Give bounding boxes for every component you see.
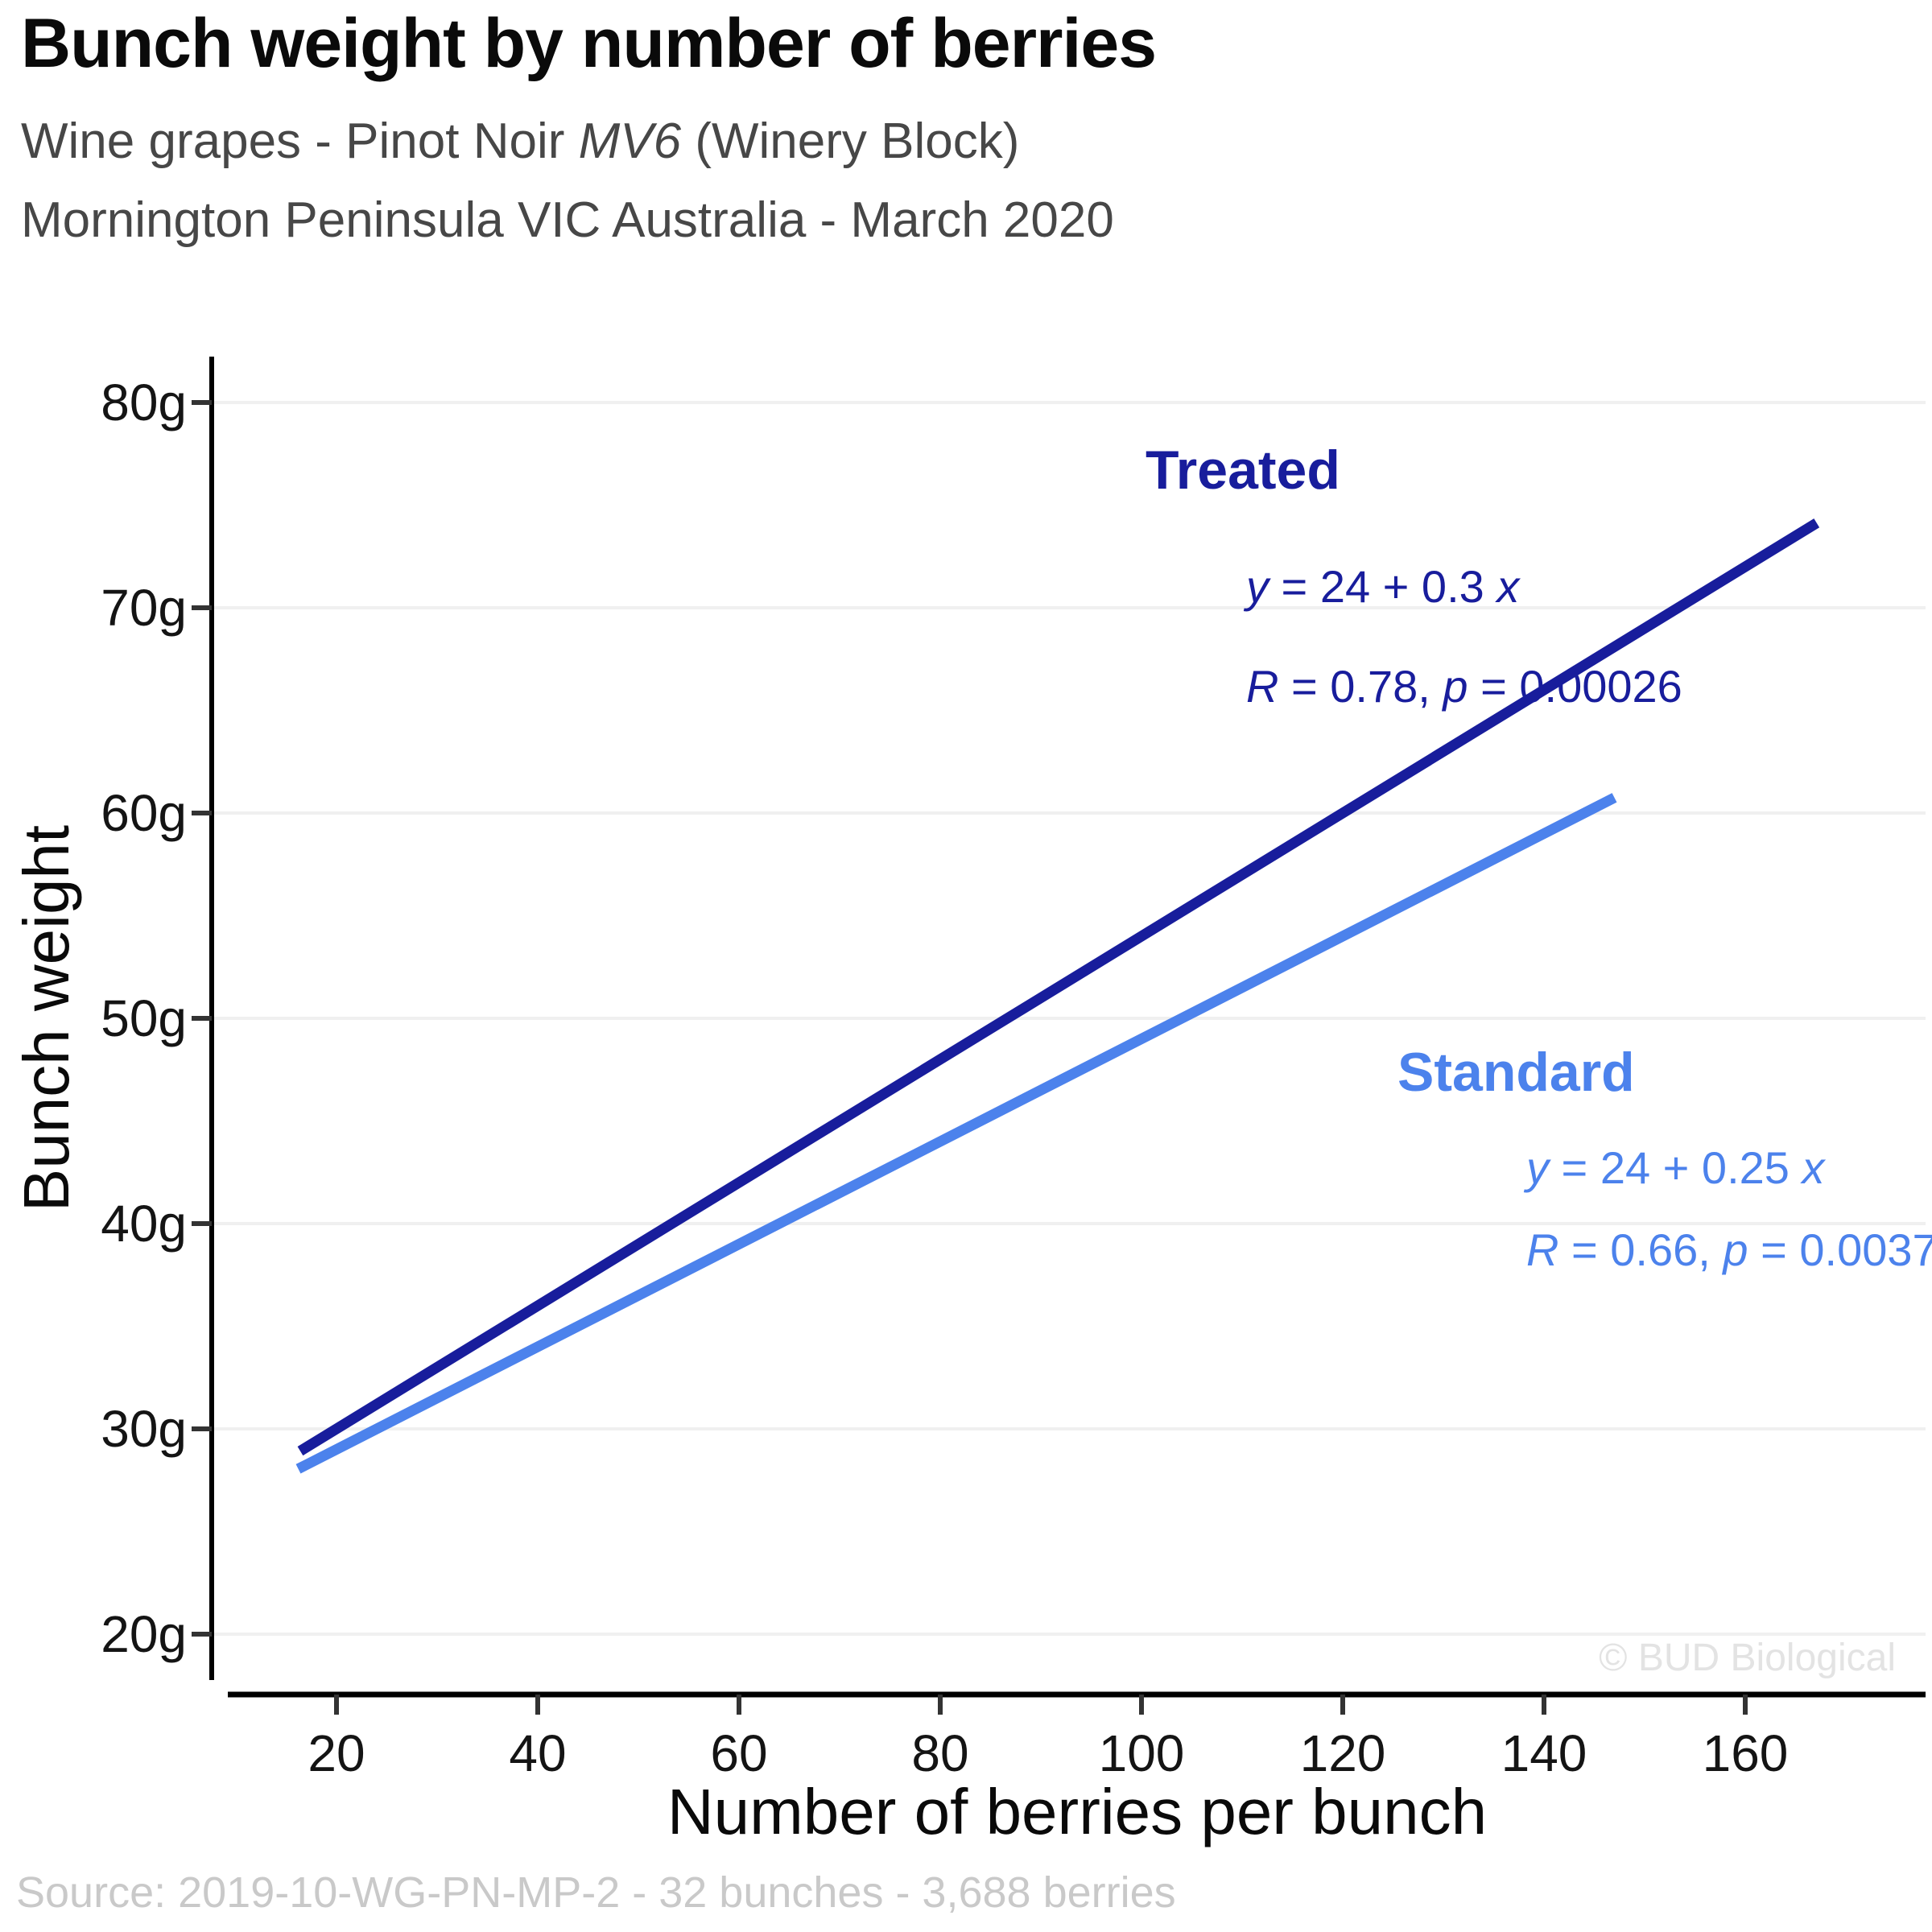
chart-subtitle-line2: Mornington Peninsula VIC Australia - Mar… bbox=[21, 192, 1114, 248]
y-tick-label-60g: 60g bbox=[101, 784, 187, 842]
chart-subtitle-line1: Wine grapes - Pinot Noir MV6 (Winery Blo… bbox=[21, 113, 1019, 170]
x-tick-label-120: 120 bbox=[1299, 1724, 1386, 1782]
standard-stats-pbody: = 0.0037 bbox=[1748, 1224, 1932, 1275]
x-tick-label-80: 80 bbox=[911, 1724, 969, 1782]
y-axis-title: Bunch weight bbox=[10, 824, 82, 1212]
x-tick-label-140: 140 bbox=[1501, 1724, 1587, 1782]
standard-stats-rbody: = 0.66, bbox=[1558, 1224, 1724, 1275]
standard-eq-y: y bbox=[1526, 1142, 1549, 1193]
subtitle1-pre: Wine grapes - Pinot Noir bbox=[21, 114, 579, 169]
regression-line-treated bbox=[297, 518, 1820, 1456]
standard-stats-p: p bbox=[1723, 1224, 1748, 1275]
treated-stats-R: R bbox=[1246, 661, 1279, 712]
y-tick-label-50g: 50g bbox=[101, 989, 187, 1047]
treated-eq-body: = 24 + 0.3 bbox=[1269, 561, 1497, 612]
x-tick-label-100: 100 bbox=[1098, 1724, 1185, 1782]
chart-title: Bunch weight by number of berries bbox=[21, 5, 1157, 82]
treated-stats-p: p bbox=[1443, 661, 1468, 712]
y-tick-label-20g: 20g bbox=[101, 1605, 187, 1663]
treated-correlation-stats: R = 0.78, p = 0.00026 bbox=[1246, 660, 1682, 712]
y-tick-label-30g: 30g bbox=[101, 1400, 187, 1458]
copyright-watermark: © BUD Biological bbox=[1599, 1637, 1896, 1679]
treated-stats-pbody: = 0.00026 bbox=[1468, 661, 1682, 712]
series-label-standard: Standard bbox=[1397, 1042, 1635, 1103]
x-tick-label-40: 40 bbox=[509, 1724, 567, 1782]
source-caption: Source: 2019-10-WG-PN-MP-2 - 32 bunches … bbox=[16, 1868, 1176, 1917]
standard-correlation-stats: R = 0.66, p = 0.0037 bbox=[1526, 1224, 1932, 1276]
standard-stats-R: R bbox=[1526, 1224, 1559, 1275]
series-label-treated: Treated bbox=[1146, 440, 1340, 501]
standard-eq-x: x bbox=[1802, 1142, 1825, 1193]
regression-line-standard bbox=[295, 793, 1617, 1474]
y-tick-label-70g: 70g bbox=[101, 579, 187, 637]
treated-regression-equation: y = 24 + 0.3 x bbox=[1246, 560, 1519, 613]
x-tick-label-60: 60 bbox=[710, 1724, 768, 1782]
y-tick-label-40g: 40g bbox=[101, 1195, 187, 1253]
treated-stats-rbody: = 0.78, bbox=[1278, 661, 1443, 712]
subtitle1-cultivar: MV6 bbox=[578, 114, 682, 169]
x-tick-label-160: 160 bbox=[1702, 1724, 1789, 1782]
standard-regression-equation: y = 24 + 0.25 x bbox=[1526, 1141, 1824, 1194]
subtitle1-post: (Winery Block) bbox=[681, 114, 1020, 169]
standard-eq-body: = 24 + 0.25 bbox=[1549, 1142, 1802, 1193]
treated-eq-y: y bbox=[1246, 561, 1269, 612]
x-tick-label-20: 20 bbox=[308, 1724, 365, 1782]
treated-eq-x: x bbox=[1496, 561, 1520, 612]
y-tick-label-80g: 80g bbox=[101, 374, 187, 431]
x-axis-title: Number of berries per bunch bbox=[667, 1776, 1488, 1847]
